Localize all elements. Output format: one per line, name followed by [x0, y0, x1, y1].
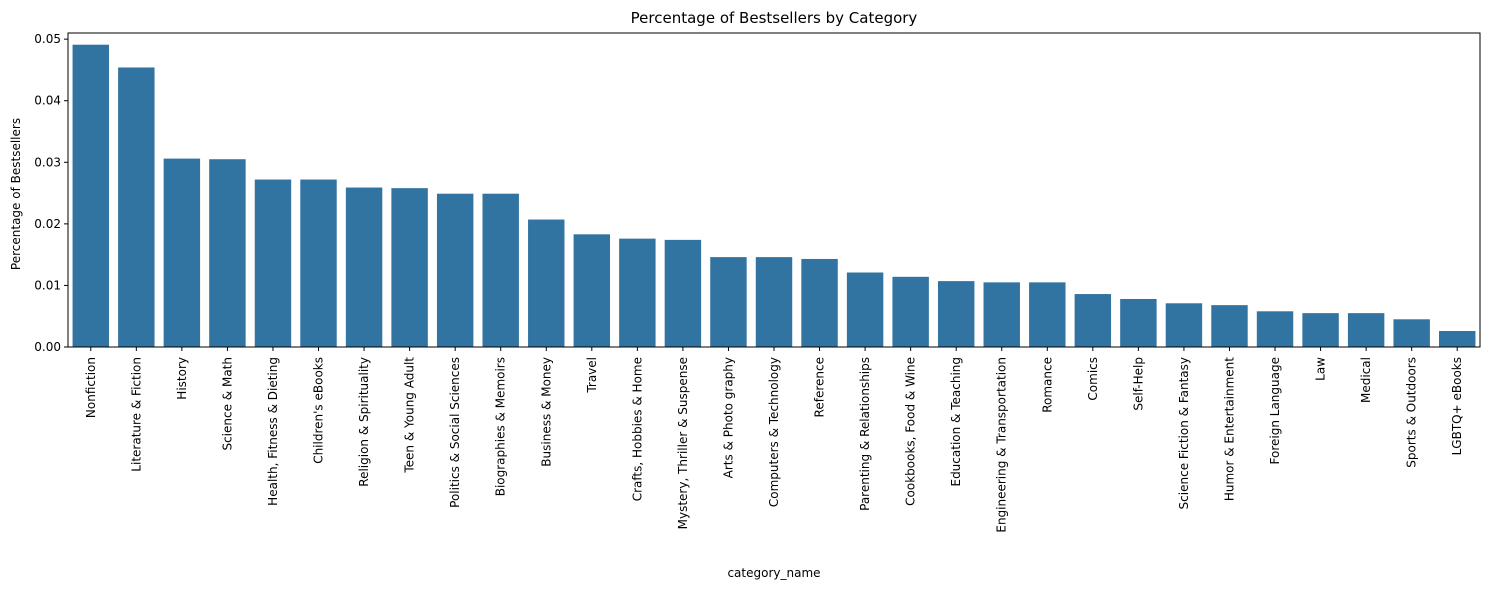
bar — [254, 179, 292, 347]
x-tick-label: Humor & Entertainment — [1222, 357, 1236, 501]
bar — [1439, 330, 1476, 347]
bar — [482, 193, 519, 347]
bar — [619, 238, 656, 347]
bar — [163, 158, 201, 347]
bar — [118, 67, 155, 348]
bar — [1302, 313, 1339, 347]
y-tick-label: 0.01 — [34, 278, 61, 292]
y-tick-label: 0.03 — [34, 155, 61, 169]
x-axis-label: category_name — [727, 566, 820, 580]
y-tick-label: 0.05 — [34, 32, 61, 46]
x-tick-label: Cookbooks, Food & Wine — [904, 357, 918, 506]
y-tick-label: 0.04 — [34, 94, 61, 108]
bar — [1393, 319, 1430, 347]
y-tick-label: 0.02 — [34, 217, 61, 231]
bar — [72, 44, 109, 348]
bar — [300, 179, 337, 347]
x-tick-label: Medical — [1359, 357, 1373, 403]
bar — [801, 258, 838, 347]
x-tick-label: Romance — [1040, 357, 1054, 413]
x-tick-label: Sports & Outdoors — [1405, 357, 1419, 468]
x-tick-label: Health, Fitness & Dieting — [266, 357, 280, 506]
x-tick-label: Arts & Photo graphy — [721, 357, 735, 478]
y-tick-label: 0.00 — [34, 340, 61, 354]
bar — [1211, 305, 1248, 347]
bar — [573, 234, 611, 347]
bar — [1074, 294, 1112, 347]
bar — [391, 188, 428, 347]
bar — [755, 257, 793, 347]
bar — [937, 281, 975, 347]
x-tick-label: Literature & Fiction — [129, 357, 143, 472]
bar — [1029, 282, 1066, 347]
x-tick-label: Politics & Social Sciences — [448, 357, 462, 508]
bars-group — [72, 44, 1476, 348]
x-tick-label: Parenting & Relationships — [858, 357, 872, 511]
x-tick-label: Travel — [585, 357, 599, 394]
bar — [528, 219, 565, 347]
y-axis: 0.00 0.01 0.02 0.03 0.04 0.05 — [34, 32, 68, 354]
y-axis-label: Percentage of Bestsellers — [9, 118, 23, 270]
bar — [436, 193, 474, 347]
x-tick-label: Teen & Young Adult — [403, 357, 417, 474]
x-tick-label: LGBTQ+ eBooks — [1450, 357, 1464, 455]
bar — [710, 257, 747, 347]
x-tick-label: Comics — [1086, 357, 1100, 401]
x-axis: Nonfiction Literature & Fiction History Sci… — [84, 347, 1464, 533]
x-tick-label: Engineering & Transportation — [995, 357, 1009, 533]
bar — [892, 276, 929, 347]
bar — [664, 239, 702, 347]
bar — [345, 187, 383, 347]
x-tick-label: History — [175, 357, 189, 400]
plot-frame — [67, 32, 1481, 348]
x-tick-label: Nonfiction — [84, 357, 98, 418]
chart-title: Percentage of Bestsellers by Category — [631, 9, 918, 27]
bar — [846, 272, 884, 347]
x-tick-label: Religion & Spirituality — [357, 357, 371, 487]
x-tick-label: Education & Teaching — [949, 357, 963, 487]
x-tick-label: Children's eBooks — [312, 357, 326, 464]
bar — [983, 282, 1020, 347]
bar — [1347, 313, 1385, 347]
x-tick-label: Science & Math — [220, 357, 234, 451]
x-tick-label: Computers & Technology — [767, 357, 781, 507]
x-tick-label: Law — [1314, 357, 1328, 381]
x-tick-label: Science Fiction & Fantasy — [1177, 357, 1191, 509]
x-tick-label: Self-Help — [1131, 357, 1145, 411]
x-tick-label: Crafts, Hobbies & Home — [630, 357, 644, 501]
x-tick-label: Reference — [813, 357, 827, 417]
bar — [209, 159, 246, 347]
x-tick-label: Foreign Language — [1268, 357, 1282, 464]
bar — [1165, 303, 1203, 347]
x-tick-label: Mystery, Thriller & Suspense — [676, 357, 690, 529]
bar — [1256, 311, 1294, 347]
x-tick-label: Biographies & Memoirs — [494, 357, 508, 496]
bar — [1120, 298, 1157, 347]
x-tick-label: Business & Money — [539, 357, 553, 467]
